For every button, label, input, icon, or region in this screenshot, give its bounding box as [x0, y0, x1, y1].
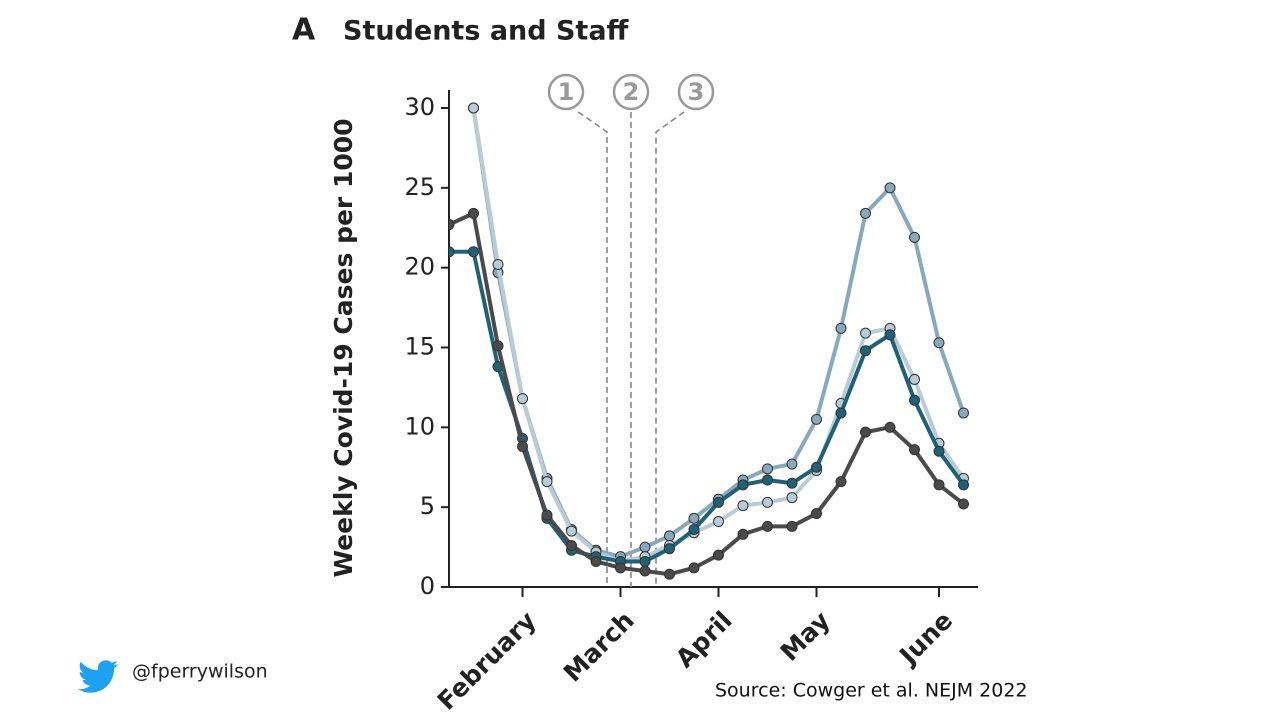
- y-tick-label: 0: [420, 572, 435, 600]
- data-point: [933, 479, 945, 491]
- x-tick-label: February: [432, 606, 542, 716]
- data-point: [811, 508, 822, 520]
- data-point: [713, 516, 724, 528]
- data-point: [909, 373, 920, 385]
- data-point: [468, 246, 479, 258]
- data-point: [909, 231, 920, 243]
- y-tick-label: 5: [420, 492, 435, 520]
- data-point: [737, 479, 749, 491]
- annotation-label: 3: [688, 78, 705, 106]
- data-point: [884, 421, 896, 433]
- x-tick-label: April: [670, 606, 738, 674]
- y-tick-label: 30: [404, 93, 435, 121]
- data-point: [884, 329, 896, 341]
- data-point: [541, 476, 553, 488]
- annotation-line: [577, 111, 608, 587]
- data-point: [664, 568, 675, 580]
- data-point: [762, 520, 773, 532]
- annotation-circle: [547, 73, 585, 111]
- data-point: [566, 539, 577, 551]
- data-point: [737, 500, 749, 512]
- annotation-label: 2: [623, 78, 640, 106]
- data-point: [639, 541, 651, 553]
- panel-letter: A: [292, 13, 316, 48]
- annotation-line: [655, 111, 685, 587]
- data-point: [492, 340, 504, 352]
- data-point: [860, 207, 871, 219]
- data-point: [615, 562, 626, 574]
- data-point: [468, 207, 479, 219]
- data-point: [492, 258, 504, 270]
- plot-area: [449, 102, 969, 580]
- data-point: [639, 565, 651, 577]
- y-tick-label: 20: [404, 253, 435, 281]
- data-point: [958, 479, 969, 491]
- data-point: [566, 525, 577, 537]
- data-point: [688, 562, 700, 574]
- chart-title: Students and Staff: [343, 16, 630, 47]
- data-point: [786, 458, 798, 470]
- annotation-circle: [612, 73, 650, 111]
- y-tick-label: 25: [404, 173, 435, 201]
- y-axis-label: Weekly Covid-19 Cases per 1000: [329, 118, 358, 577]
- x-tick-label: March: [558, 606, 640, 688]
- annotation-label: 1: [558, 78, 575, 106]
- data-point: [909, 444, 920, 456]
- data-point: [517, 393, 528, 405]
- series-line: [449, 211, 965, 577]
- data-point: [762, 496, 773, 508]
- data-point: [639, 555, 651, 567]
- data-point: [860, 327, 871, 339]
- source-note: Source: Cowger et al. NEJM 2022: [715, 680, 1028, 702]
- data-point: [688, 524, 700, 536]
- annotation-circle: [677, 73, 715, 111]
- data-point: [468, 102, 479, 114]
- x-tick-label: May: [775, 606, 836, 667]
- data-point: [958, 407, 969, 419]
- data-point: [664, 530, 675, 542]
- data-point: [664, 543, 675, 555]
- data-point: [835, 407, 847, 419]
- y-tick-label: 10: [404, 412, 435, 440]
- twitter-handle: @fperrywilson: [132, 661, 268, 683]
- data-point: [786, 492, 798, 504]
- data-point: [762, 463, 773, 475]
- data-point: [909, 394, 920, 406]
- data-point: [835, 322, 847, 334]
- data-point: [860, 345, 871, 357]
- data-point: [811, 413, 822, 425]
- data-point: [713, 496, 724, 508]
- data-point: [541, 509, 553, 521]
- data-point: [590, 555, 602, 567]
- data-point: [737, 528, 749, 540]
- data-point: [713, 549, 724, 561]
- data-point: [860, 426, 871, 438]
- y-tick-label: 15: [404, 333, 435, 361]
- x-tick-label: June: [893, 606, 959, 672]
- data-point: [786, 477, 798, 489]
- data-point: [449, 219, 455, 231]
- data-point: [517, 440, 528, 452]
- twitter-icon: [78, 660, 118, 693]
- data-point: [933, 445, 945, 457]
- data-point: [688, 512, 700, 524]
- data-point: [835, 476, 847, 488]
- data-point: [449, 246, 455, 258]
- data-point: [884, 182, 896, 194]
- data-point: [762, 474, 773, 486]
- data-point: [958, 498, 969, 510]
- data-point: [786, 520, 798, 532]
- data-point: [811, 461, 822, 473]
- data-point: [933, 337, 945, 349]
